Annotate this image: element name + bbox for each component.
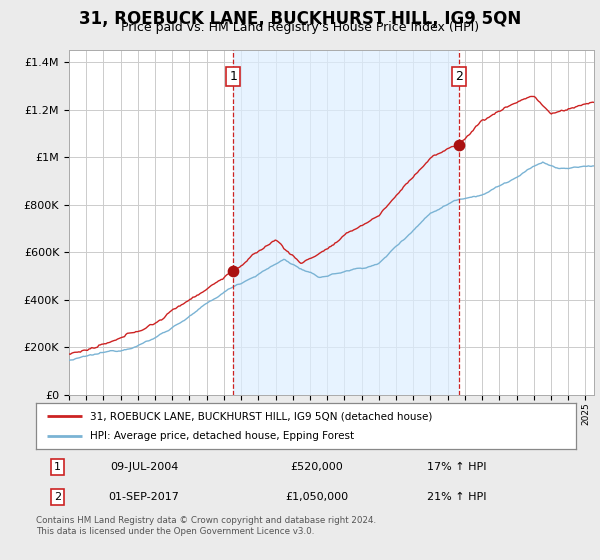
Point	[229, 267, 238, 276]
Text: 2: 2	[455, 70, 463, 83]
Text: 31, ROEBUCK LANE, BUCKHURST HILL, IG9 5QN: 31, ROEBUCK LANE, BUCKHURST HILL, IG9 5Q…	[79, 10, 521, 28]
Text: 2: 2	[54, 492, 61, 502]
Bar	[233, 50, 459, 395]
Text: 1: 1	[229, 70, 237, 83]
Text: Contains HM Land Registry data © Crown copyright and database right 2024.
This d: Contains HM Land Registry data © Crown c…	[36, 516, 376, 536]
Text: 21% ↑ HPI: 21% ↑ HPI	[427, 492, 487, 502]
Text: 31, ROEBUCK LANE, BUCKHURST HILL, IG9 5QN (detached house): 31, ROEBUCK LANE, BUCKHURST HILL, IG9 5Q…	[90, 411, 433, 421]
Text: 01-SEP-2017: 01-SEP-2017	[109, 492, 179, 502]
Text: Price paid vs. HM Land Registry's House Price Index (HPI): Price paid vs. HM Land Registry's House …	[121, 21, 479, 34]
Text: HPI: Average price, detached house, Epping Forest: HPI: Average price, detached house, Eppi…	[90, 431, 354, 441]
Text: 09-JUL-2004: 09-JUL-2004	[110, 462, 178, 472]
Text: 1: 1	[54, 462, 61, 472]
Point	[454, 141, 464, 150]
Text: £520,000: £520,000	[290, 462, 343, 472]
Text: 17% ↑ HPI: 17% ↑ HPI	[427, 462, 487, 472]
Text: £1,050,000: £1,050,000	[285, 492, 349, 502]
